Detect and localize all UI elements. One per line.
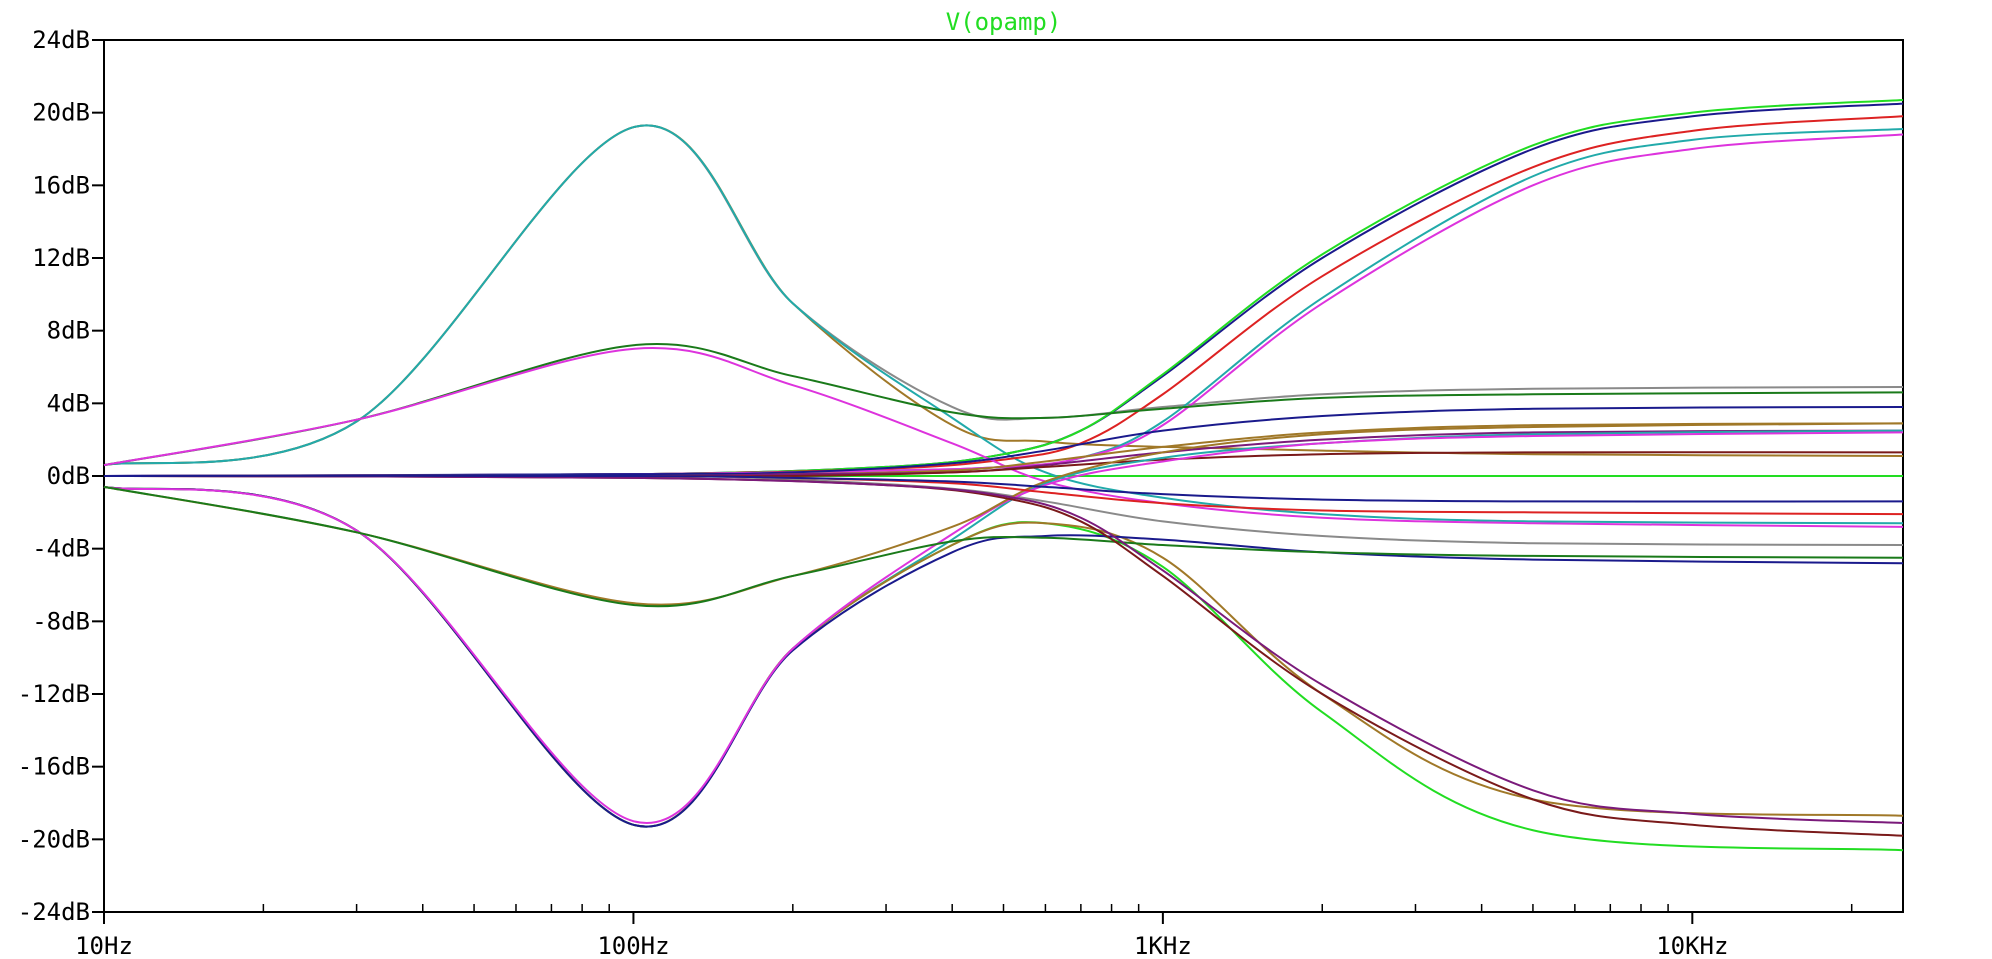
series-line-22 [103, 422, 1904, 606]
series-line-11 [103, 347, 1904, 528]
y-tick-label: -24dB [18, 898, 90, 926]
y-tick-label: -8dB [32, 607, 90, 635]
x-tick-label: 100Hz [597, 932, 669, 959]
series-layer [103, 98, 1904, 852]
series-line-10 [103, 343, 1904, 467]
series-line-25 [103, 475, 1904, 824]
y-tick-label: -4dB [32, 535, 90, 563]
series-line-18 [103, 485, 1904, 852]
chart-title: V(opamp) [946, 8, 1062, 36]
series-line-24 [103, 475, 1904, 837]
series-line-4 [103, 124, 1904, 525]
y-tick-label: 4dB [47, 389, 90, 417]
y-tick-label: 0dB [47, 462, 90, 490]
y-tick-label: 20dB [32, 99, 90, 127]
y-tick-label: 16dB [32, 171, 90, 199]
y-tick-label: -16dB [18, 753, 90, 781]
series-line-7 [103, 115, 1904, 477]
y-tick-label: 24dB [32, 26, 90, 54]
x-tick-label: 1KHz [1134, 932, 1192, 959]
series-line-3 [103, 124, 1904, 467]
series-line-21 [103, 431, 1904, 824]
series-line-23 [103, 485, 1904, 608]
series-line-15 [103, 451, 1904, 478]
series-line-12 [103, 405, 1904, 477]
x-tick-label: 10KHz [1656, 932, 1728, 959]
series-line-16 [103, 474, 1904, 547]
axis-ticks: 24dB 20dB 16dB 12dB 8dB 4dB 0dB -4dB -8dB -12dB -1… [18, 26, 1853, 959]
y-tick-label: 12dB [32, 244, 90, 272]
series-line-17 [103, 429, 1904, 828]
series-line-2 [103, 124, 1904, 467]
y-tick-label: -20dB [18, 825, 90, 853]
y-tick-label: 8dB [47, 317, 90, 345]
x-tick-label: 10Hz [75, 932, 133, 959]
y-tick-label: -12dB [18, 680, 90, 708]
series-line-27 [103, 474, 1904, 503]
